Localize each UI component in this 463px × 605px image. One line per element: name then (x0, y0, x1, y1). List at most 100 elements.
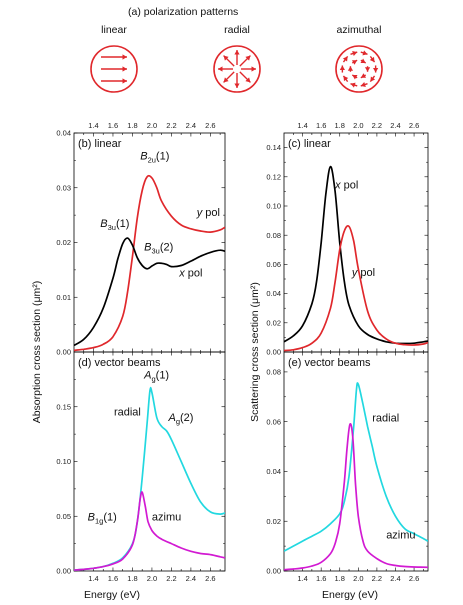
x-tick-label-top: 1.4 (297, 121, 307, 130)
x-tick-label: 2.0 (147, 574, 157, 583)
pattern-circle (335, 45, 383, 93)
azimuthal-arrow (360, 50, 368, 56)
y-tick-label: 0.06 (266, 260, 281, 269)
y-tick-label: 0.04 (56, 129, 71, 138)
linear-arrow (101, 54, 127, 60)
annotation-label: y pol (196, 207, 220, 219)
y-tick-label: 0.01 (56, 293, 71, 302)
annotation-label: B2u(1) (140, 150, 169, 164)
x-tick-label-top: 2.4 (186, 121, 196, 130)
annotation-label: radial (372, 413, 399, 425)
azimuthal-arrow (373, 65, 379, 73)
linear-polarization-icon (90, 45, 138, 93)
x-tick-label-top: 2.0 (353, 121, 363, 130)
y-tick-label: 0.08 (266, 231, 281, 240)
y-tick-label: 0.08 (266, 368, 281, 377)
azimuthal-arrow (360, 73, 367, 79)
series-line-azimu (74, 491, 225, 571)
azimuthal-polarization-icon (335, 45, 383, 93)
radial-arrow (218, 66, 233, 72)
annotation-label: Ag(2) (167, 412, 193, 426)
series-line-azimu (284, 422, 428, 571)
radial-arrow (239, 71, 251, 83)
azimuthal-arrow (347, 66, 354, 72)
annotation-label: y pol (351, 267, 375, 279)
annotation-label: x pol (178, 267, 202, 279)
azimuthal-arrow (364, 66, 371, 72)
y-tick-label: 0.03 (56, 183, 71, 192)
x-tick-label: 2.6 (205, 574, 215, 583)
series-line-radial (74, 386, 225, 571)
y-tick-label: 0.02 (266, 517, 281, 526)
x-tick-label-top: 1.6 (316, 121, 326, 130)
y-tick-label: 0.05 (56, 512, 71, 521)
y-tick-label: 0.00 (266, 567, 281, 576)
panel-b-absorption-linear: 1.4 1.6 1.8 2.0 2.2 2.4 2.6 0.00 0.01 0.02 0.03 0.0… (56, 121, 226, 357)
x-tick-label-top: 2.2 (372, 121, 382, 130)
x-tick-label: 1.8 (335, 574, 345, 583)
xlabel-left: Energy (eV) (84, 589, 140, 601)
x-tick-label: 2.2 (372, 574, 382, 583)
plot-frame (73, 351, 226, 572)
x-tick-label-top: 1.4 (88, 121, 98, 130)
azimuthal-arrow (342, 55, 349, 63)
annotation-label: B3u(2) (144, 242, 173, 256)
azimuthal-arrow (351, 59, 358, 65)
y-tick-label: 0.10 (56, 457, 71, 466)
azimuthal-arrow (351, 74, 358, 80)
plot-frame (283, 351, 429, 572)
annotation-label: B3u(1) (100, 218, 129, 232)
x-tick-label: 1.6 (316, 574, 326, 583)
radial-arrow (234, 50, 240, 65)
linear-arrow (101, 66, 127, 72)
y-tick-label: 0.04 (266, 467, 281, 476)
series-line-x-pol (74, 237, 225, 347)
y-tick-label: 0.02 (56, 238, 71, 247)
annotation-label: azimu (386, 530, 415, 542)
azimuthal-arrow (360, 82, 368, 87)
panel-d-absorption-vector: 1.4 1.6 1.8 2.0 2.2 2.4 2.6 0.00 0.05 0.10 0.15 (d)… (56, 351, 226, 583)
x-tick-label-top: 2.0 (147, 121, 157, 130)
series-line-y-pol (74, 174, 225, 352)
x-tick-label-top: 1.6 (108, 121, 118, 130)
x-tick-label-top: 2.4 (390, 121, 400, 130)
y-tick-label: 0.00 (56, 567, 71, 576)
annotation-label: radial (114, 407, 141, 419)
x-tick-label-top: 2.2 (166, 121, 176, 130)
x-tick-label-top: 2.6 (409, 121, 419, 130)
y-tick-label: 0.02 (266, 318, 281, 327)
x-tick-label: 1.8 (127, 574, 137, 583)
x-tick-label: 1.4 (88, 574, 98, 583)
series-line-x-pol (284, 165, 428, 345)
y-tick-label: 0.06 (266, 417, 281, 426)
y-tick-label: 0.12 (266, 172, 281, 181)
x-tick-label: 1.4 (297, 574, 307, 583)
radial-arrow (239, 55, 251, 67)
panel-e-scattering-vector: 1.4 1.6 1.8 2.0 2.2 2.4 2.6 0.00 0.02 0.04 0.06 0.0… (266, 351, 429, 583)
series-line-y-pol (284, 224, 428, 352)
radial-arrow (223, 55, 235, 67)
radial-arrow (223, 71, 235, 83)
y-tick-label: 0.00 (266, 348, 281, 357)
panel-label: (c) linear (288, 138, 331, 150)
y-tick-label: 0.15 (56, 402, 71, 411)
header-title: (a) polarization patterns (128, 6, 238, 18)
series-line-radial (284, 382, 428, 552)
y-tick-label: 0.04 (266, 289, 281, 298)
y-tick-label: 0.00 (56, 348, 71, 357)
panel-label: (d) vector beams (78, 357, 161, 369)
x-tick-label: 2.4 (186, 574, 196, 583)
x-tick-label: 2.2 (166, 574, 176, 583)
radial-arrow (234, 73, 240, 88)
azimuthal-arrow (350, 82, 358, 88)
pattern-label-linear: linear (101, 24, 127, 36)
panel-c-scattering-linear: 1.4 1.6 1.8 2.0 2.2 2.4 2.6 0.00 0.02 0.04 0.06 0.0… (266, 121, 429, 357)
azimuthal-arrow (360, 58, 367, 64)
x-tick-label: 2.6 (409, 574, 419, 583)
annotation-label: B1g(1) (88, 512, 117, 526)
x-tick-label-top: 1.8 (335, 121, 345, 130)
azimuthal-arrow (339, 65, 345, 73)
radial-polarization-icon (213, 45, 261, 93)
x-tick-label: 2.4 (390, 574, 400, 583)
